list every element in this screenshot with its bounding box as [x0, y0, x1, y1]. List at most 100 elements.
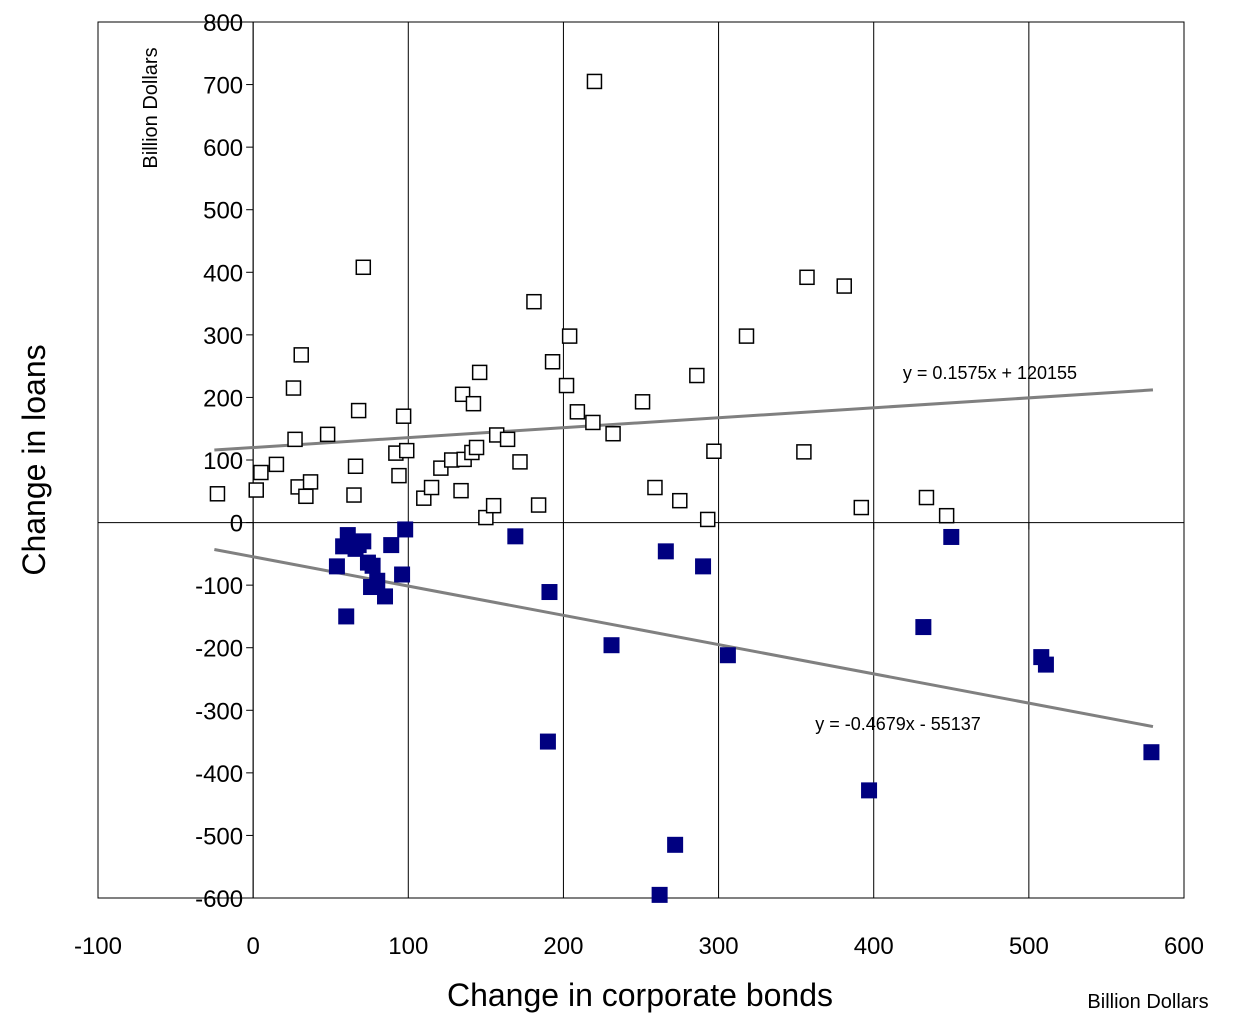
data-point-filled: [719, 647, 736, 664]
data-point-open: [293, 347, 309, 363]
data-point-open: [699, 511, 716, 528]
data-point-filled: [377, 588, 394, 605]
x-unit-label: Billion Dollars: [1087, 991, 1208, 1013]
data-point-filled: [394, 566, 411, 583]
y-tick-label: -400: [195, 761, 243, 788]
data-point-open: [248, 482, 264, 498]
data-point-open: [485, 497, 502, 514]
data-point-filled: [603, 637, 620, 654]
data-point-open: [471, 364, 488, 381]
data-point-open: [738, 328, 755, 344]
data-point-open: [585, 414, 601, 431]
data-point-open: [302, 474, 319, 490]
data-point-filled: [1037, 656, 1054, 673]
data-point-open: [938, 507, 955, 524]
data-point-open: [253, 464, 269, 481]
data-point-open: [319, 426, 336, 443]
y-tick-label: 400: [203, 260, 243, 287]
data-point-open: [853, 499, 870, 516]
data-point-open: [355, 259, 372, 276]
y-axis-title: Change in loans: [16, 344, 52, 575]
trendline-1-equation: y = 0.1575x + 120155: [903, 363, 1077, 383]
y-tick-label: 300: [203, 323, 243, 350]
data-point-open: [287, 431, 303, 448]
x-tick-label: 0: [246, 933, 259, 960]
y-tick-label: -500: [195, 823, 243, 850]
data-point-filled: [383, 537, 400, 554]
data-point-filled: [1143, 744, 1160, 761]
y-tick-label: -600: [195, 886, 243, 913]
data-point-open: [918, 489, 935, 506]
x-tick-label: 400: [854, 933, 894, 960]
x-tick-label: 500: [1009, 933, 1049, 960]
data-point-filled: [541, 584, 558, 601]
trendline-2-equation: y = -0.4679x - 55137: [815, 714, 981, 734]
data-point-filled: [364, 557, 381, 574]
data-point-open: [605, 425, 621, 442]
gridlines: [252, 22, 1030, 898]
data-point-open: [423, 479, 440, 496]
data-point-filled: [539, 733, 556, 750]
y-unit-label: Billion Dollars: [140, 47, 162, 168]
data-point-open: [530, 497, 547, 513]
data-points: [209, 73, 1160, 903]
data-point-open: [350, 402, 367, 419]
trendlines: [214, 388, 1154, 729]
data-point-open: [689, 367, 705, 384]
data-point-open: [647, 479, 663, 496]
data-point-open: [465, 395, 482, 412]
data-point-open: [706, 443, 722, 459]
y-tick-label: 700: [203, 73, 243, 100]
data-point-open: [836, 278, 852, 294]
labels: Change in corporate bonds Change in loan…: [16, 10, 1209, 1013]
y-tick-label: -300: [195, 698, 243, 725]
data-point-open: [391, 467, 407, 484]
y-tick-label: 0: [230, 511, 243, 538]
data-point-open: [478, 509, 494, 526]
data-point-open: [346, 487, 362, 503]
data-point-open: [499, 431, 516, 448]
data-point-open: [398, 442, 415, 459]
data-point-open: [672, 492, 688, 509]
data-point-open: [544, 354, 561, 370]
data-point-open: [395, 408, 412, 424]
y-tick-label: 600: [203, 135, 243, 162]
data-point-open: [285, 380, 302, 396]
data-point-open: [586, 73, 603, 90]
data-point-filled: [369, 572, 386, 589]
y-tick-label: 100: [203, 448, 243, 475]
data-point-open: [561, 328, 578, 344]
data-point-open: [634, 394, 651, 410]
data-point-open: [512, 454, 528, 470]
data-point-filled: [651, 886, 668, 903]
data-point-filled: [338, 608, 355, 625]
x-tick-label: -100: [74, 933, 122, 960]
y-tick-label: -100: [195, 573, 243, 600]
data-point-filled: [915, 619, 932, 636]
data-point-open: [268, 456, 285, 473]
x-tick-label: 600: [1164, 933, 1204, 960]
y-tick-label: 500: [203, 198, 243, 225]
y-tick-label: 200: [203, 385, 243, 412]
x-tick-label: 100: [388, 933, 428, 960]
data-point-open: [569, 404, 586, 420]
data-point-open: [526, 293, 542, 310]
data-point-filled: [657, 543, 674, 560]
y-tick-label: -200: [195, 636, 243, 663]
data-point-open: [468, 439, 485, 456]
data-point-filled: [397, 521, 414, 538]
axes: [97, 21, 1185, 899]
data-point-open: [796, 444, 812, 460]
data-point-filled: [667, 836, 684, 853]
data-point-open: [347, 458, 364, 475]
x-tick-label: 300: [699, 933, 739, 960]
data-point-filled: [861, 782, 878, 799]
data-point-open: [799, 269, 815, 286]
plot-frame: [97, 21, 1185, 899]
data-point-open: [453, 482, 469, 499]
trendline-2: [214, 548, 1154, 729]
data-point-filled: [355, 533, 372, 550]
x-axis-title: Change in corporate bonds: [447, 977, 833, 1013]
